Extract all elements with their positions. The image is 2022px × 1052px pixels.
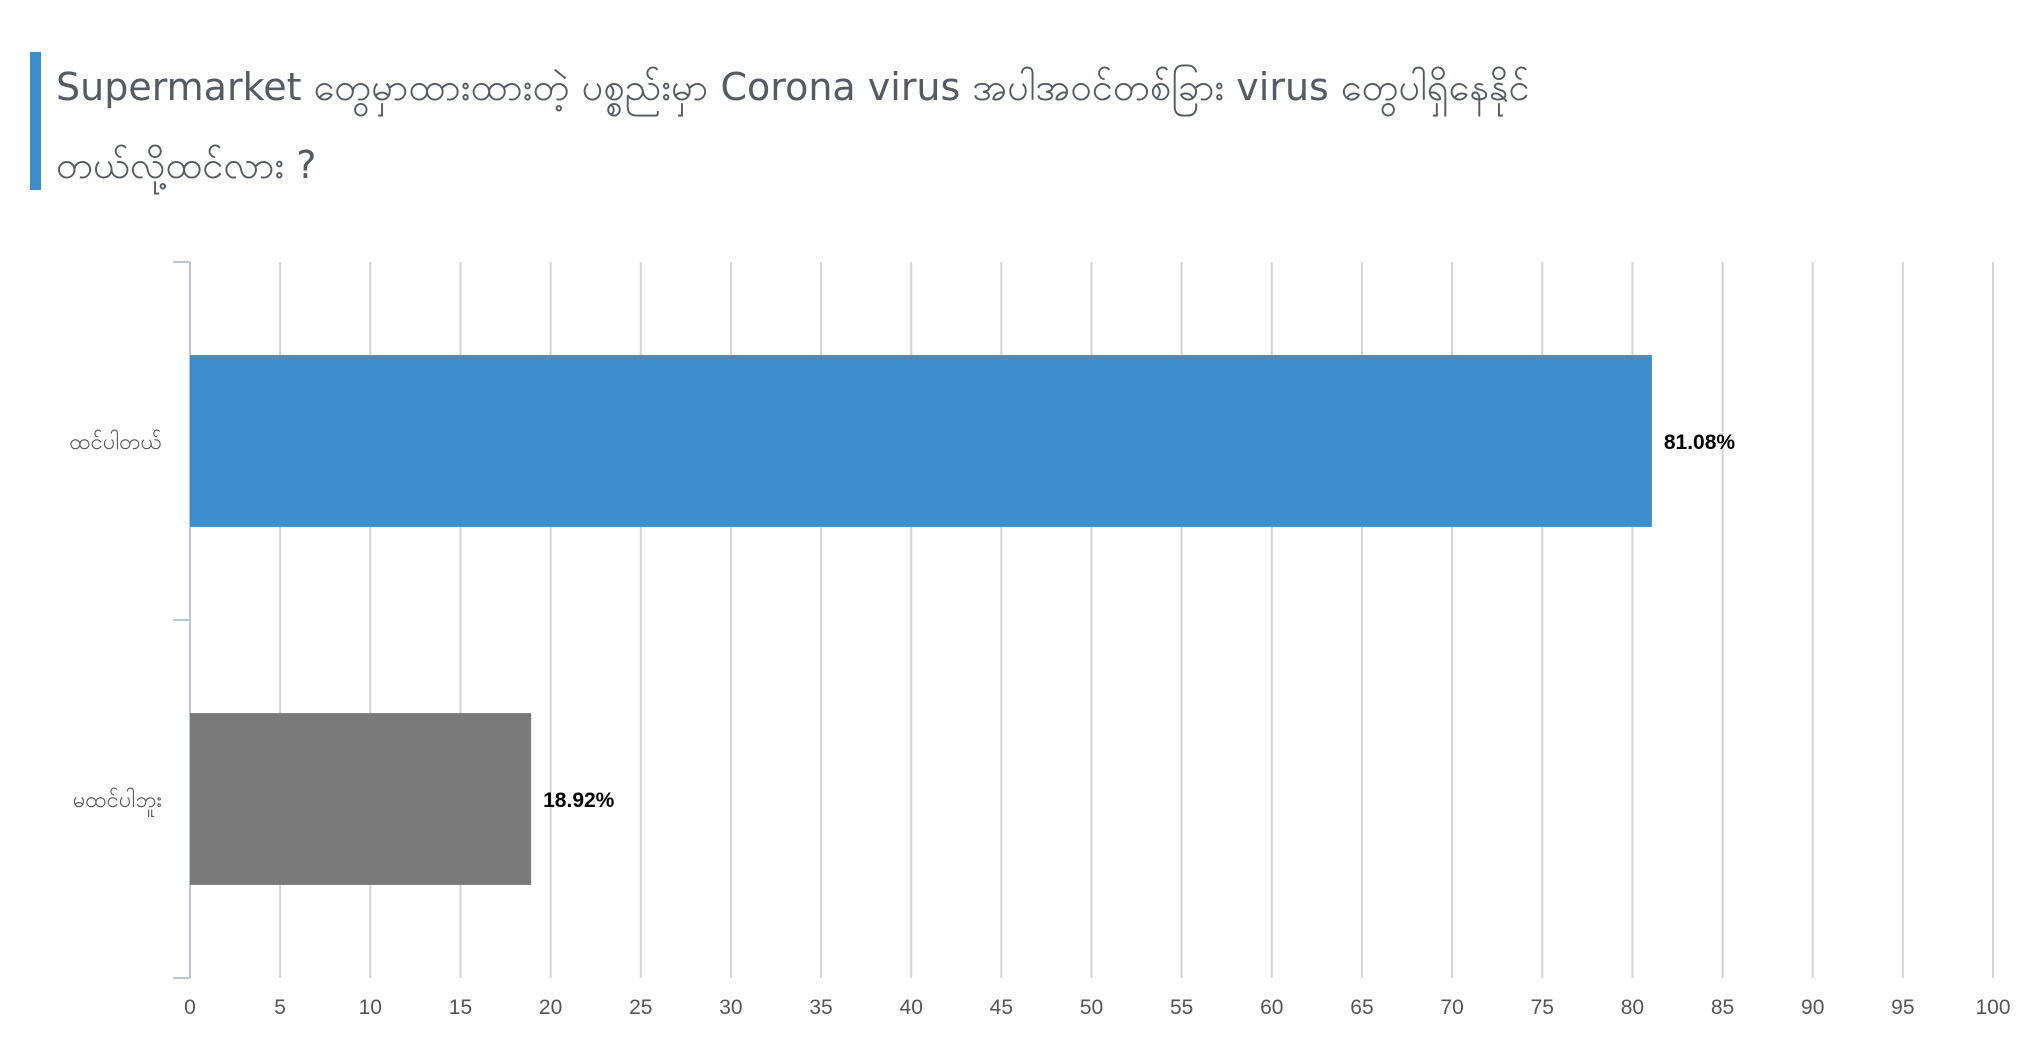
x-tick-label: 100 — [1975, 996, 2010, 1019]
bars — [190, 355, 1652, 885]
x-tick-label: 25 — [629, 996, 652, 1019]
x-tick-label: 70 — [1440, 996, 1463, 1019]
y-axis — [173, 261, 191, 979]
x-tick-label: 10 — [359, 996, 382, 1019]
x-tick-label: 45 — [990, 996, 1013, 1019]
x-tick-label: 0 — [184, 996, 196, 1019]
data-labels: 81.08% 18.92% — [543, 431, 1735, 812]
x-tick-label: 15 — [449, 996, 472, 1019]
x-tick-label: 80 — [1621, 996, 1644, 1019]
title-accent-bar — [30, 52, 41, 190]
x-tick-label: 30 — [719, 996, 742, 1019]
x-tick-label: 20 — [539, 996, 562, 1019]
x-tick-label: 5 — [274, 996, 286, 1019]
x-tick-labels: 0 5 10 15 20 25 30 35 40 45 50 55 60 65 70 75 80 85 90 95 10… — [184, 996, 2010, 1019]
category-label: မထင်ပါဘူး — [73, 787, 162, 817]
x-tick-label: 75 — [1531, 996, 1554, 1019]
x-tick-label: 60 — [1260, 996, 1283, 1019]
bar — [190, 713, 532, 885]
x-tick-label: 85 — [1711, 996, 1734, 1019]
data-label: 18.92% — [543, 789, 615, 812]
x-tick-label: 95 — [1891, 996, 1914, 1019]
category-label: ထင်ပါတယ် — [69, 429, 162, 455]
x-tick-label: 35 — [809, 996, 832, 1019]
x-tick-label: 65 — [1350, 996, 1373, 1019]
x-tick-label: 50 — [1080, 996, 1103, 1019]
data-label: 81.08% — [1664, 431, 1736, 454]
x-tick-label: 55 — [1170, 996, 1193, 1019]
x-tick-label: 40 — [900, 996, 923, 1019]
bar — [190, 355, 1652, 527]
chart-title: Supermarket တွေမှာထားထားတဲ့ ပစ္စည်းမှာ C… — [56, 65, 1530, 187]
x-tick-label: 90 — [1801, 996, 1824, 1019]
category-labels: ထင်ပါတယ်မထင်ပါဘူး — [69, 429, 162, 817]
